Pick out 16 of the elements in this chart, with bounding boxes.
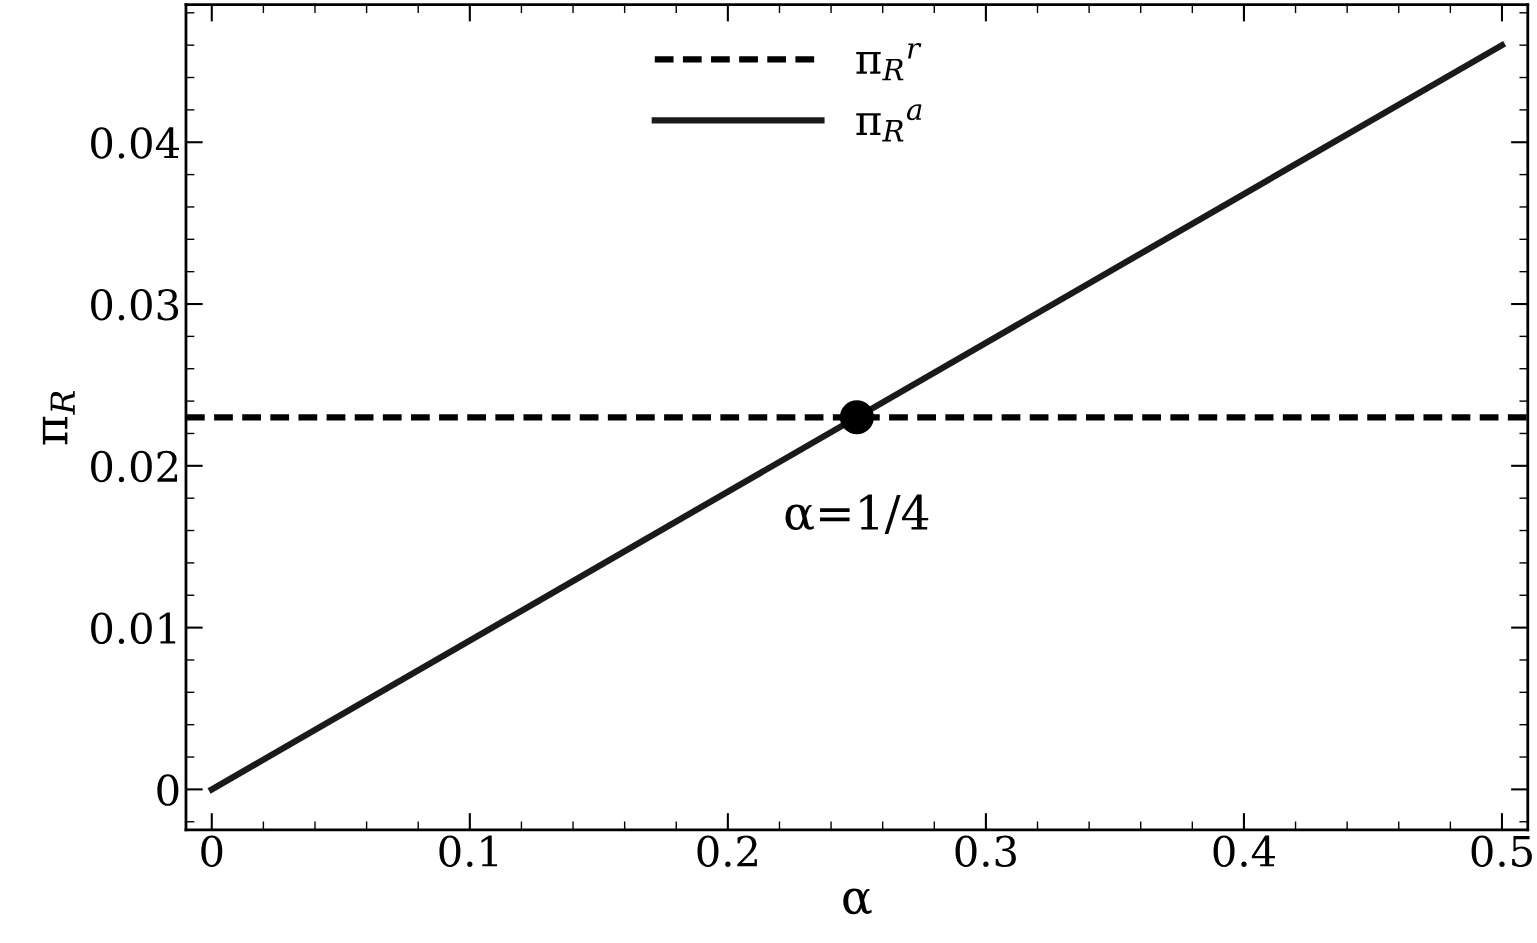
y-tick-label: 0.02 (91, 450, 178, 483)
y-tick-label: 0.03 (91, 288, 179, 321)
x-axis-title: α (843, 888, 872, 915)
y-tick-label: 0 (157, 774, 179, 806)
x-tick-label: 0.3 (955, 835, 1016, 867)
x-tick-label: 0 (201, 835, 223, 867)
x-tick-label: 0.4 (1213, 835, 1275, 867)
y-tick-label: 0.01 (91, 612, 176, 645)
x-tick-label: 0.5 (1471, 835, 1532, 867)
y-axis-title: π$_{R}$ (42, 390, 75, 445)
annotation: α=1/4 (785, 494, 929, 534)
x-tick-label: 0.1 (439, 835, 498, 867)
legend-label: π$_{R}$$^{r}$ (856, 43, 922, 81)
x-tick-label: 0.2 (697, 835, 757, 867)
y-tick-label: 0.04 (91, 127, 180, 159)
legend-label: π$_{R}$$^{a}$ (856, 104, 922, 142)
